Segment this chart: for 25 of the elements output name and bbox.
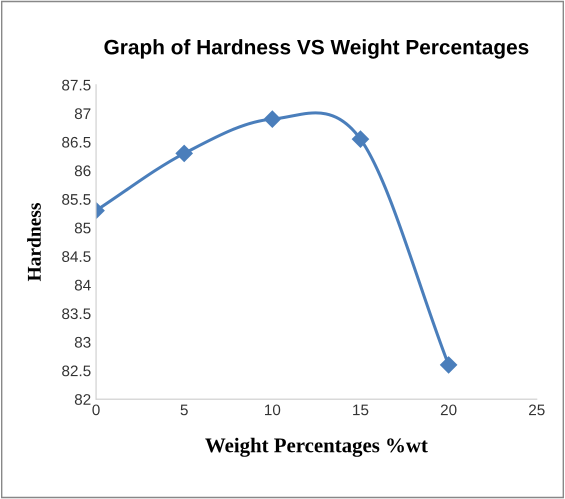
y-tick-label: 87.5 [62, 80, 91, 91]
y-tick-label: 86.5 [62, 136, 91, 148]
y-tick-label: 82.5 [62, 365, 91, 376]
y-tick-label: 86 [74, 165, 91, 176]
x-tick-label: 0 [92, 404, 100, 416]
y-tick-label: 85.5 [62, 194, 91, 205]
y-tick-label: 84 [74, 280, 91, 291]
x-tick-label: 20 [440, 404, 457, 416]
x-axis-title: Weight Percentages %wt [205, 438, 428, 457]
x-tick-label: 25 [529, 404, 545, 416]
x-tick-label: 10 [265, 404, 280, 416]
y-axis-title: Hardness [27, 203, 41, 282]
point [352, 130, 370, 148]
y-tick-label: 83.5 [62, 308, 91, 320]
y-tick-label: 83 [74, 336, 91, 348]
y-tick-label: 82 [74, 394, 90, 405]
point [264, 110, 281, 128]
x-tick-label: 5 [180, 404, 188, 416]
y-tick-label: 85 [74, 222, 91, 234]
x-tick-label: 15 [353, 404, 368, 416]
point [176, 144, 193, 162]
chart-title: Graph of Hardness VS Weight Percentages [104, 39, 528, 59]
y-tick-label: 87 [74, 108, 90, 120]
y-tick-label: 84.5 [62, 251, 91, 262]
point [440, 356, 458, 374]
